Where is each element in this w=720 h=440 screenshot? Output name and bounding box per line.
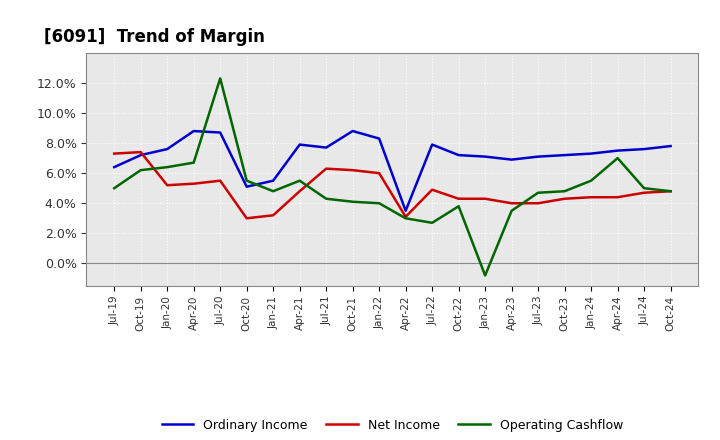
- Operating Cashflow: [348, 199, 357, 205]
- Operating Cashflow: [243, 178, 251, 183]
- Net Income: [163, 183, 171, 188]
- Ordinary Income: [401, 208, 410, 213]
- Operating Cashflow: [454, 204, 463, 209]
- Net Income: [401, 214, 410, 220]
- Net Income: [295, 189, 304, 194]
- Ordinary Income: [163, 147, 171, 152]
- Ordinary Income: [481, 154, 490, 159]
- Ordinary Income: [269, 178, 277, 183]
- Ordinary Income: [322, 145, 330, 150]
- Line: Net Income: Net Income: [114, 152, 670, 218]
- Ordinary Income: [508, 157, 516, 162]
- Net Income: [216, 178, 225, 183]
- Operating Cashflow: [534, 190, 542, 195]
- Text: [6091]  Trend of Margin: [6091] Trend of Margin: [43, 28, 264, 46]
- Net Income: [613, 194, 622, 200]
- Legend: Ordinary Income, Net Income, Operating Cashflow: Ordinary Income, Net Income, Operating C…: [157, 414, 628, 436]
- Net Income: [189, 181, 198, 186]
- Operating Cashflow: [163, 165, 171, 170]
- Ordinary Income: [216, 130, 225, 135]
- Net Income: [454, 196, 463, 202]
- Net Income: [587, 194, 595, 200]
- Operating Cashflow: [666, 189, 675, 194]
- Line: Operating Cashflow: Operating Cashflow: [114, 78, 670, 275]
- Net Income: [136, 150, 145, 155]
- Net Income: [348, 168, 357, 173]
- Net Income: [110, 151, 119, 156]
- Net Income: [269, 213, 277, 218]
- Operating Cashflow: [508, 208, 516, 213]
- Operating Cashflow: [613, 155, 622, 161]
- Ordinary Income: [136, 153, 145, 158]
- Net Income: [666, 189, 675, 194]
- Net Income: [375, 171, 384, 176]
- Operating Cashflow: [295, 178, 304, 183]
- Operating Cashflow: [640, 186, 649, 191]
- Ordinary Income: [375, 136, 384, 141]
- Ordinary Income: [243, 184, 251, 189]
- Net Income: [560, 196, 569, 202]
- Net Income: [508, 201, 516, 206]
- Net Income: [322, 166, 330, 171]
- Ordinary Income: [534, 154, 542, 159]
- Net Income: [640, 190, 649, 195]
- Net Income: [534, 201, 542, 206]
- Ordinary Income: [295, 142, 304, 147]
- Ordinary Income: [666, 143, 675, 149]
- Operating Cashflow: [136, 168, 145, 173]
- Operating Cashflow: [322, 196, 330, 202]
- Line: Ordinary Income: Ordinary Income: [114, 131, 670, 211]
- Net Income: [428, 187, 436, 192]
- Operating Cashflow: [216, 76, 225, 81]
- Ordinary Income: [613, 148, 622, 153]
- Ordinary Income: [560, 153, 569, 158]
- Ordinary Income: [189, 128, 198, 134]
- Ordinary Income: [348, 128, 357, 134]
- Net Income: [481, 196, 490, 202]
- Ordinary Income: [110, 165, 119, 170]
- Ordinary Income: [587, 151, 595, 156]
- Net Income: [243, 216, 251, 221]
- Operating Cashflow: [560, 189, 569, 194]
- Operating Cashflow: [481, 273, 490, 278]
- Operating Cashflow: [428, 220, 436, 225]
- Ordinary Income: [454, 153, 463, 158]
- Operating Cashflow: [587, 178, 595, 183]
- Operating Cashflow: [375, 201, 384, 206]
- Operating Cashflow: [401, 216, 410, 221]
- Ordinary Income: [428, 142, 436, 147]
- Operating Cashflow: [189, 160, 198, 165]
- Operating Cashflow: [110, 186, 119, 191]
- Ordinary Income: [640, 147, 649, 152]
- Operating Cashflow: [269, 189, 277, 194]
